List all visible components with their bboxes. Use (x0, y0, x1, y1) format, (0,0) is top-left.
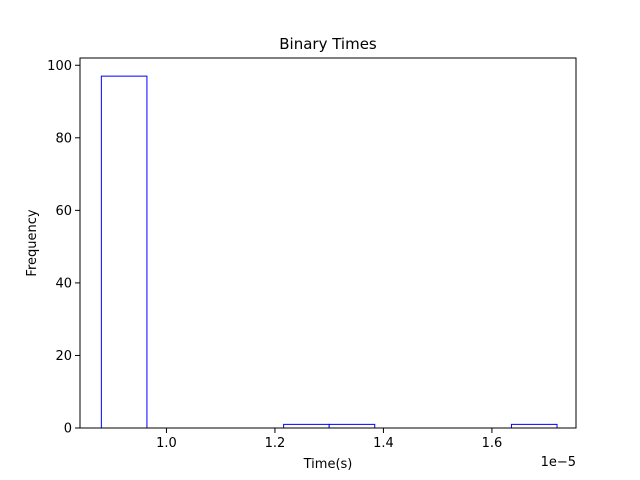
y-tick-label: 20 (55, 349, 72, 364)
x-axis: 1.0 1.2 1.4 1.6 (156, 428, 502, 451)
y-tick-label: 100 (47, 59, 72, 74)
histogram-bars (100, 75, 558, 429)
y-tick-label: 40 (55, 276, 72, 291)
x-axis-label: Time(s) (303, 457, 353, 472)
y-tick-label: 60 (55, 204, 72, 219)
y-tick-label: 0 (64, 422, 72, 437)
histogram-bar (510, 423, 558, 429)
x-axis-offset-label: 1e−5 (541, 455, 576, 470)
histogram-bar (283, 423, 330, 429)
y-tick-label: 80 (55, 131, 72, 146)
histogram-bar (100, 75, 148, 429)
y-axis-label: Frequency (25, 209, 40, 276)
histogram-bar (328, 423, 376, 429)
x-tick-label: 1.0 (156, 436, 177, 451)
y-axis: 0 20 40 60 80 100 (47, 59, 80, 437)
axes-frame (79, 57, 577, 429)
x-tick-label: 1.4 (373, 436, 394, 451)
x-tick-label: 1.6 (482, 436, 503, 451)
chart-title: Binary Times (279, 35, 377, 53)
x-tick-label: 1.2 (265, 436, 286, 451)
